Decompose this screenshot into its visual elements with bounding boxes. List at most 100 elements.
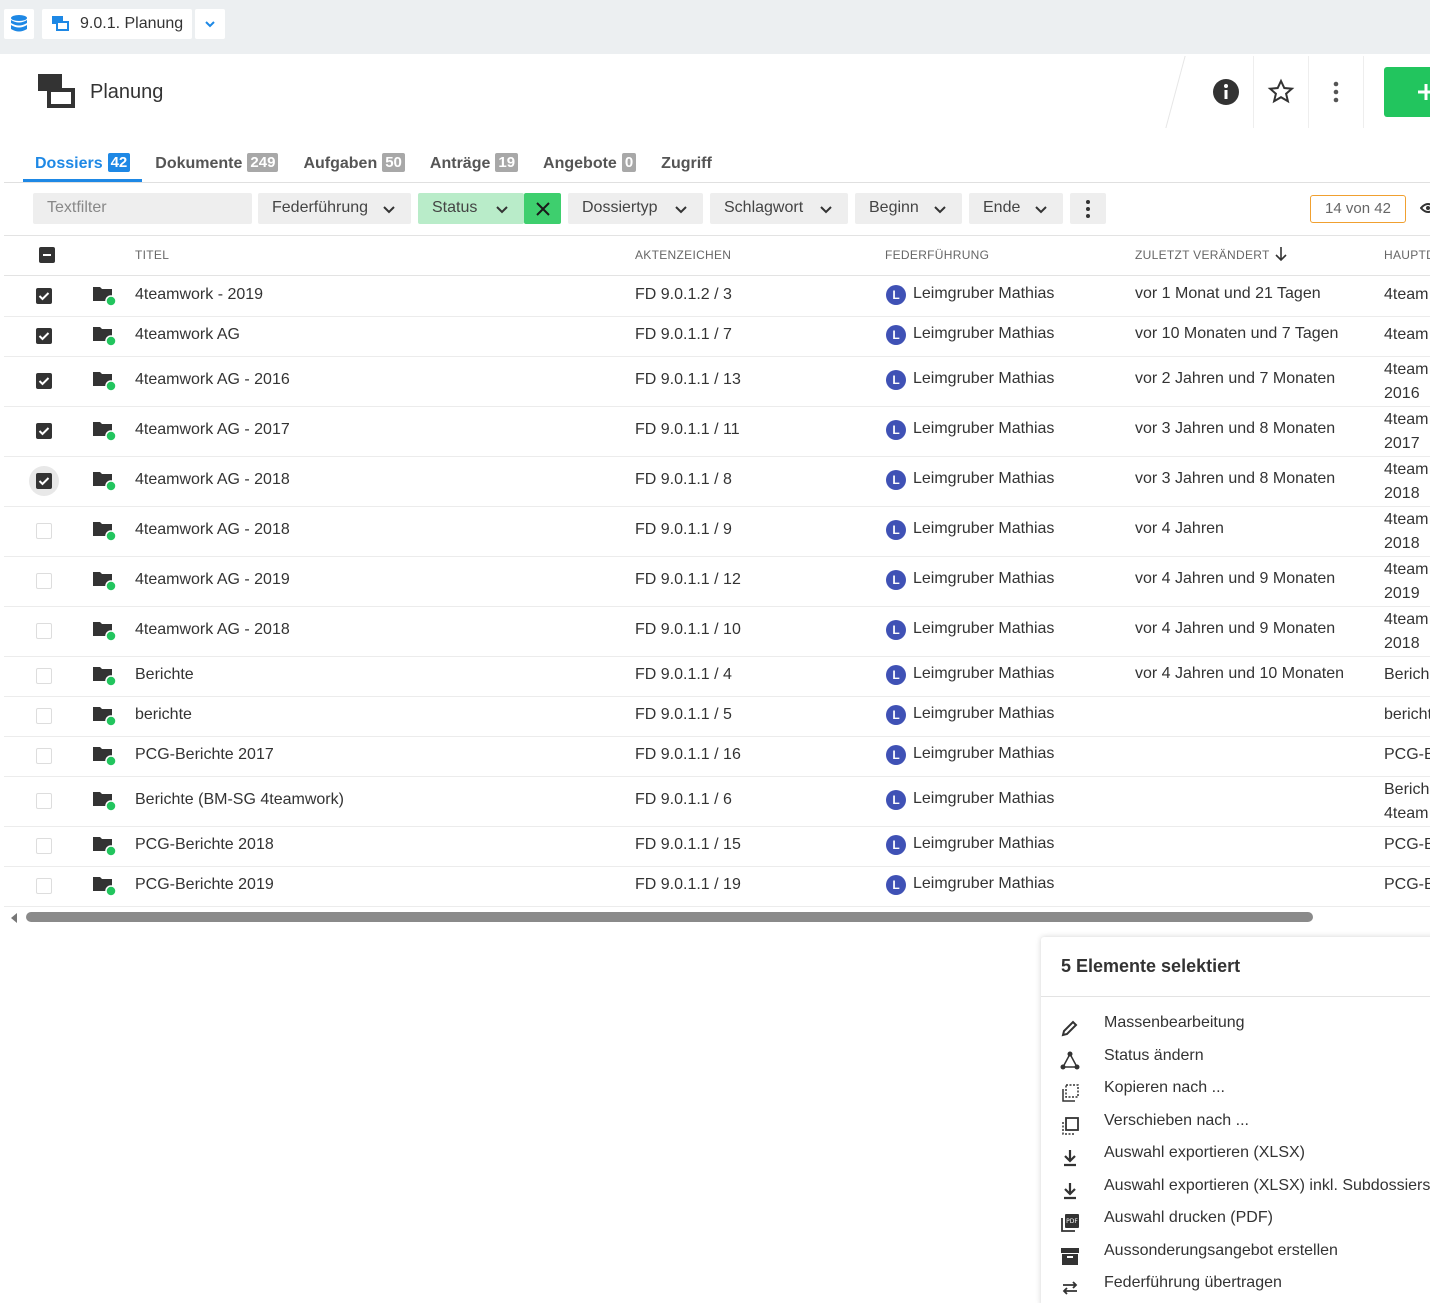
row-checkbox[interactable] bbox=[36, 668, 52, 684]
dossier-title[interactable]: PCG-Berichte 2019 bbox=[135, 876, 274, 893]
selection-action[interactable]: Verschieben nach ... bbox=[1041, 1111, 1430, 1141]
row-checkbox[interactable] bbox=[36, 708, 52, 724]
row-checkbox[interactable] bbox=[36, 288, 52, 304]
column-header[interactable]: TITEL bbox=[135, 248, 170, 262]
owner-name: Leimgruber Mathias bbox=[913, 420, 1055, 437]
row-checkbox[interactable] bbox=[36, 423, 52, 439]
filter-dropdown[interactable]: Ende bbox=[969, 193, 1063, 224]
info-button[interactable] bbox=[1212, 78, 1240, 106]
owner-name: Leimgruber Mathias bbox=[913, 835, 1055, 852]
dossier-title[interactable]: berichte bbox=[135, 706, 192, 723]
dossier-title[interactable]: 4teamwork AG - 2018 bbox=[135, 521, 290, 538]
table-row[interactable]: 4teamwork - 2019 FD 9.0.1.2 / 3 L Leimgrube… bbox=[4, 276, 1430, 316]
selection-action[interactable]: Auswahl exportieren (XLSX) bbox=[1041, 1143, 1430, 1173]
row-checkbox-part bbox=[38, 292, 50, 301]
select-all-checkbox[interactable] bbox=[39, 247, 55, 263]
dossier-title[interactable]: 4teamwork AG - 2019 bbox=[135, 571, 290, 588]
row-border bbox=[4, 406, 1430, 407]
row-checkbox[interactable] bbox=[36, 573, 52, 589]
row-checkbox[interactable] bbox=[36, 878, 52, 894]
table-row[interactable]: Berichte FD 9.0.1.1 / 4 L Leimgruber Mathia… bbox=[4, 656, 1430, 696]
dossier-icon-part bbox=[105, 845, 117, 857]
chevron-icon bbox=[820, 206, 832, 214]
sort-icon[interactable] bbox=[1274, 246, 1288, 262]
breadcrumb-dropdown[interactable] bbox=[195, 9, 225, 39]
selection-action[interactable]: Kopieren nach ... bbox=[1041, 1078, 1430, 1108]
owner-name: Leimgruber Mathias bbox=[913, 285, 1055, 302]
row-checkbox[interactable] bbox=[36, 748, 52, 764]
text-filter[interactable]: Textfilter bbox=[33, 193, 252, 224]
dossier-title[interactable]: 4teamwork AG - 2017 bbox=[135, 421, 290, 438]
column-header[interactable]: HAUPTD bbox=[1384, 248, 1430, 262]
table-row[interactable]: 4teamwork AG - 2017 FD 9.0.1.1 / 11 L Leimg… bbox=[4, 406, 1430, 456]
selection-action[interactable]: Status ändern bbox=[1041, 1046, 1430, 1076]
selection-action[interactable]: Federführung übertragen bbox=[1041, 1273, 1430, 1303]
main-dossier: PCG-B bbox=[1384, 746, 1430, 763]
table-row[interactable]: 4teamwork AG - 2018 FD 9.0.1.1 / 8 L Leimgr… bbox=[4, 456, 1430, 506]
table-row[interactable]: PCG-Berichte 2018 FD 9.0.1.1 / 15 L Leimgru… bbox=[4, 826, 1430, 866]
filter-dropdown[interactable]: Status bbox=[418, 193, 524, 224]
table-row[interactable]: 4teamwork AG - 2018 FD 9.0.1.1 / 10 L Leimg… bbox=[4, 606, 1430, 656]
dossier-title[interactable]: PCG-Berichte 2017 bbox=[135, 746, 274, 763]
row-checkbox[interactable] bbox=[36, 523, 52, 539]
scroll-thumb[interactable] bbox=[26, 912, 1313, 922]
dossier-title[interactable]: 4teamwork AG bbox=[135, 326, 240, 343]
row-checkbox[interactable] bbox=[36, 623, 52, 639]
dossier-title[interactable]: 4teamwork AG - 2016 bbox=[135, 371, 290, 388]
row-checkbox[interactable] bbox=[36, 373, 52, 389]
repository-button[interactable] bbox=[4, 9, 34, 39]
table-row[interactable]: 4teamwork AG FD 9.0.1.1 / 7 L Leimgruber Ma… bbox=[4, 316, 1430, 356]
more-button[interactable] bbox=[1322, 78, 1350, 106]
row-checkbox[interactable] bbox=[36, 838, 52, 854]
tab[interactable]: Angebote 0 bbox=[531, 150, 648, 182]
dossier-title[interactable]: PCG-Berichte 2018 bbox=[135, 836, 274, 853]
eye-icon[interactable] bbox=[1420, 200, 1430, 216]
selection-action[interactable]: Massenbearbeitung bbox=[1041, 1013, 1430, 1043]
table-row[interactable]: berichte FD 9.0.1.1 / 5 L Leimgruber Mathia… bbox=[4, 696, 1430, 736]
table-row[interactable]: 4teamwork AG - 2019 FD 9.0.1.1 / 12 L Leimg… bbox=[4, 556, 1430, 606]
selection-action[interactable]: Auswahl exportieren (XLSX) inkl. Subdoss… bbox=[1041, 1176, 1430, 1206]
table-row[interactable]: 4teamwork AG - 2016 FD 9.0.1.1 / 13 L Leimg… bbox=[4, 356, 1430, 406]
row-checkbox[interactable] bbox=[36, 328, 52, 344]
tab[interactable]: Zugriff bbox=[649, 150, 724, 182]
tab[interactable]: Dossiers 42 bbox=[23, 150, 143, 182]
favorite-button[interactable] bbox=[1267, 78, 1295, 106]
action-icon-part: PDF bbox=[1066, 1218, 1078, 1225]
owner-initial: L bbox=[892, 623, 900, 637]
dossier-icon bbox=[93, 522, 117, 542]
column-header[interactable]: FEDERFÜHRUNG bbox=[885, 248, 990, 262]
tab[interactable]: Anträge 19 bbox=[418, 150, 530, 182]
table-row[interactable]: Berichte (BM-SG 4teamwork) FD 9.0.1.1 / 6… bbox=[4, 776, 1430, 826]
horizontal-scrollbar[interactable] bbox=[4, 910, 1430, 926]
filter-dropdown[interactable]: Beginn bbox=[855, 193, 962, 224]
add-button[interactable] bbox=[1384, 67, 1430, 117]
selection-title: 5 Elemente selektiert bbox=[1061, 956, 1241, 976]
dossier-icon-part bbox=[105, 295, 117, 307]
filter-dropdown[interactable]: Dossiertyp bbox=[568, 193, 703, 224]
dossier-title[interactable]: Berichte bbox=[135, 666, 194, 683]
filter-more[interactable] bbox=[1070, 193, 1106, 224]
column-header[interactable]: AKTENZEICHEN bbox=[635, 248, 732, 262]
dossier-title[interactable]: 4teamwork AG - 2018 bbox=[135, 471, 290, 488]
tab[interactable]: Aufgaben 50 bbox=[291, 150, 416, 182]
dossier-title[interactable]: 4teamwork - 2019 bbox=[135, 286, 264, 303]
selection-action[interactable]: PDF Auswahl drucken (PDF) bbox=[1041, 1208, 1430, 1238]
row-checkbox[interactable] bbox=[36, 473, 52, 489]
scroll-left[interactable] bbox=[9, 912, 19, 924]
filter-clear[interactable] bbox=[524, 193, 561, 224]
filter-label: Beginn bbox=[869, 199, 919, 216]
filter-dropdown[interactable]: Federführung bbox=[258, 193, 411, 224]
row-checkbox[interactable] bbox=[36, 793, 52, 809]
selection-action[interactable]: Aussonderungsangebot erstellen bbox=[1041, 1241, 1430, 1271]
table-row[interactable]: PCG-Berichte 2019 FD 9.0.1.1 / 19 L Leimgru… bbox=[4, 866, 1430, 906]
dossier-title[interactable]: Berichte (BM-SG 4teamwork) bbox=[135, 791, 344, 808]
breadcrumb[interactable]: 9.0.1. Planung bbox=[42, 9, 192, 39]
filter-dropdown[interactable]: Schlagwort bbox=[710, 193, 848, 224]
table-row[interactable]: PCG-Berichte 2017 FD 9.0.1.1 / 16 L Leimgru… bbox=[4, 736, 1430, 776]
table-row[interactable]: 4teamwork AG - 2018 FD 9.0.1.1 / 9 L Leimgr… bbox=[4, 506, 1430, 556]
chevron-icon bbox=[205, 21, 215, 28]
column-header[interactable]: ZULETZT VERÄNDERT bbox=[1135, 248, 1270, 262]
action-icon-part bbox=[1061, 1247, 1079, 1253]
tab[interactable]: Dokumente 249 bbox=[143, 150, 290, 182]
dossier-title[interactable]: 4teamwork AG - 2018 bbox=[135, 621, 290, 638]
